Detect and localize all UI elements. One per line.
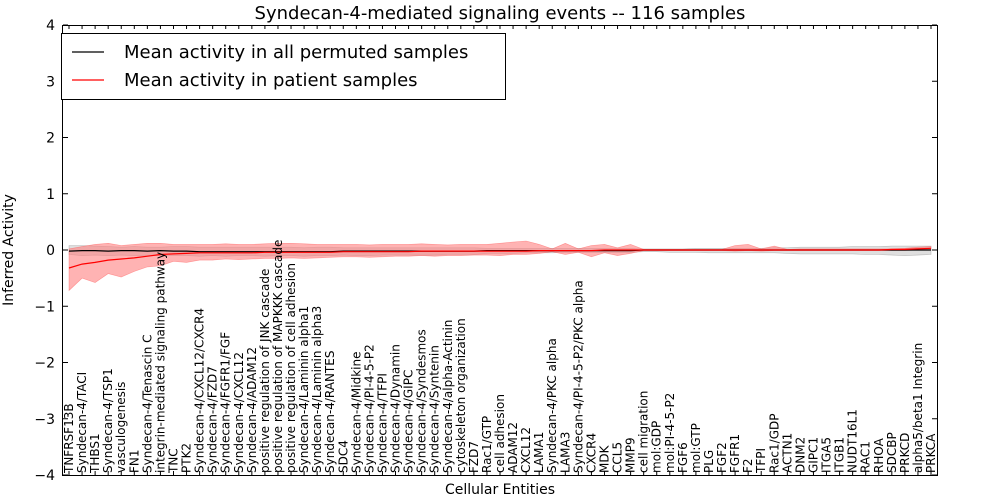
x-tick-label: Syndecan-4/TACI: [75, 372, 89, 473]
y-tick-label: 1: [46, 187, 55, 203]
x-tick-label: LAMA1: [532, 432, 546, 473]
x-tick-label: positive regulation of MAPKKK cascade: [271, 240, 285, 473]
x-tick-label: NUDT16L1: [846, 409, 860, 473]
x-tick-label: THBS1: [88, 433, 102, 474]
x-tick-label: PRKCD: [898, 433, 912, 473]
y-axis-label: Inferred Activity: [1, 194, 17, 306]
x-tick-label: cell adhesion: [493, 394, 507, 473]
x-tick-label: Syndecan-4/Dynamin: [389, 344, 403, 473]
x-tick-label: TNFRSF13B: [62, 403, 76, 474]
x-tick-label: RAC1: [859, 441, 873, 473]
x-tick-label: Syndecan-4/GIPC: [402, 370, 416, 473]
x-tick-label: GIPC1: [807, 437, 821, 473]
x-tick-label: FZD7: [467, 441, 481, 473]
x-tick-label: ACTN1: [780, 433, 794, 473]
x-tick-label: SDCBP: [885, 432, 899, 473]
x-tick-label: LAMA3: [558, 432, 572, 473]
x-tick-label: Syndecan-4/PI-4-5-P2/PKC alpha: [571, 280, 585, 473]
legend-label-permuted: Mean activity in all permuted samples: [124, 42, 468, 63]
x-tick-label: PTK2: [180, 443, 194, 473]
x-tick-label: TNC: [167, 448, 181, 474]
x-tick-label: mol:GTP: [689, 423, 703, 473]
x-tick-label: Rac1/GTP: [480, 416, 494, 473]
x-tick-label: CCL5: [611, 442, 625, 473]
x-tick-label: Syndecan-4/RANTES: [323, 351, 337, 473]
x-tick-label: MMP9: [624, 437, 638, 473]
x-axis: TNFRSF13B Syndecan-4/TACI THBS1 Syndecan-4/…: [62, 25, 938, 475]
x-tick-label: cytoskeleton organization: [454, 318, 468, 473]
line-patient: [68, 247, 932, 269]
x-tick-label: ADAM12: [506, 422, 520, 473]
x-tick-label: ITGA5: [820, 437, 834, 473]
y-tick-label: −3: [34, 412, 55, 428]
x-tick-label: MDK: [598, 444, 612, 473]
x-tick-label: Syndecan-4/Laminin alpha3: [310, 306, 324, 473]
x-tick-label: vasculogenesis: [114, 382, 128, 473]
x-tick-label: PLG: [702, 450, 716, 473]
legend-box: [61, 33, 506, 100]
x-tick-label: Syndecan-4/CXCL12: [232, 352, 246, 473]
x-tick-label: cell migration: [637, 391, 651, 473]
x-tick-label: Syndecan-4/Midkine: [349, 352, 363, 473]
x-tick-label: F2: [741, 458, 755, 473]
y-tick-label: −1: [34, 299, 55, 315]
y-tick-label: 3: [46, 74, 55, 90]
x-tick-label: PRKCA: [924, 433, 938, 473]
x-tick-label: Syndecan-4/CXCL12/CXCR4: [193, 308, 207, 473]
x-tick-label: Syndecan-4/alpha-Actinin: [441, 320, 455, 473]
x-tick-label: DNM2: [793, 437, 807, 473]
x-tick-label: CXCL12: [519, 427, 533, 473]
series-lines: [68, 247, 932, 269]
x-tick-label: mol:GDP: [650, 421, 664, 473]
x-tick-label: Syndecan-4/TFPI: [376, 373, 390, 473]
x-tick-label: FN1: [127, 449, 141, 473]
plot-area: [68, 240, 932, 292]
y-tick-label: 0: [46, 243, 55, 259]
x-tick-label: Syndecan-4/Syndesmos: [415, 329, 429, 473]
y-tick-label: 2: [46, 131, 55, 147]
x-tick-label: RHOA: [872, 437, 886, 473]
y-tick-label: −4: [34, 468, 55, 484]
x-tick-label: CXCR4: [584, 433, 598, 473]
x-tick-label: Syndecan-4/FGFR1/FGF: [219, 332, 233, 473]
x-axis-label: Cellular Entities: [445, 482, 555, 498]
y-tick-label: −2: [34, 356, 55, 372]
x-tick-label: TFPI: [754, 448, 768, 474]
x-tick-label: Syndecan-4/PI-4-5-P2: [362, 344, 376, 473]
x-tick-label: Syndecan-4/FZD7: [206, 366, 220, 473]
x-tick-label: Syndecan-4/TSP1: [101, 368, 115, 473]
x-tick-label: Syndecan-4/ADAM12: [245, 347, 259, 473]
legend-label-patient: Mean activity in patient samples: [124, 70, 418, 91]
x-tick-label: Syndecan-4/Syntenin: [428, 345, 442, 473]
plot-frame: [62, 25, 938, 476]
x-tick-label: Syndecan-4/Tenascin C: [140, 334, 154, 473]
x-tick-label: alpha5/beta1 Integrin: [911, 343, 925, 473]
x-tick-label: ITGB1: [833, 437, 847, 473]
x-tick-label: integrin-mediated signaling pathway: [153, 252, 167, 473]
x-tick-label: Syndecan-4/Laminin alpha1: [297, 306, 311, 473]
y-axis: −4 −3 −2 −1 0 1 2 3 4: [34, 18, 937, 484]
x-tick-label: mol:PI-4-5-P2: [663, 393, 677, 473]
x-tick-label: Rac1/GDP: [767, 414, 781, 473]
x-tick-label: positive regulation of cell adhesion: [284, 263, 298, 473]
x-tick-label: SDC4: [336, 440, 350, 473]
x-tick-label: Syndecan-4/PKC alpha: [545, 338, 559, 473]
x-tick-label: FGF2: [715, 442, 729, 473]
x-tick-label: positive regulation of JNK cascade: [258, 269, 272, 473]
confidence-bands: [68, 240, 932, 292]
y-tick-label: 4: [46, 18, 55, 34]
legend: Mean activity in all permuted samples Me…: [61, 33, 506, 100]
chart-title: Syndecan-4-mediated signaling events -- …: [255, 3, 746, 24]
x-tick-label: FGFR1: [728, 434, 742, 473]
x-tick-label: FGF6: [676, 442, 690, 473]
